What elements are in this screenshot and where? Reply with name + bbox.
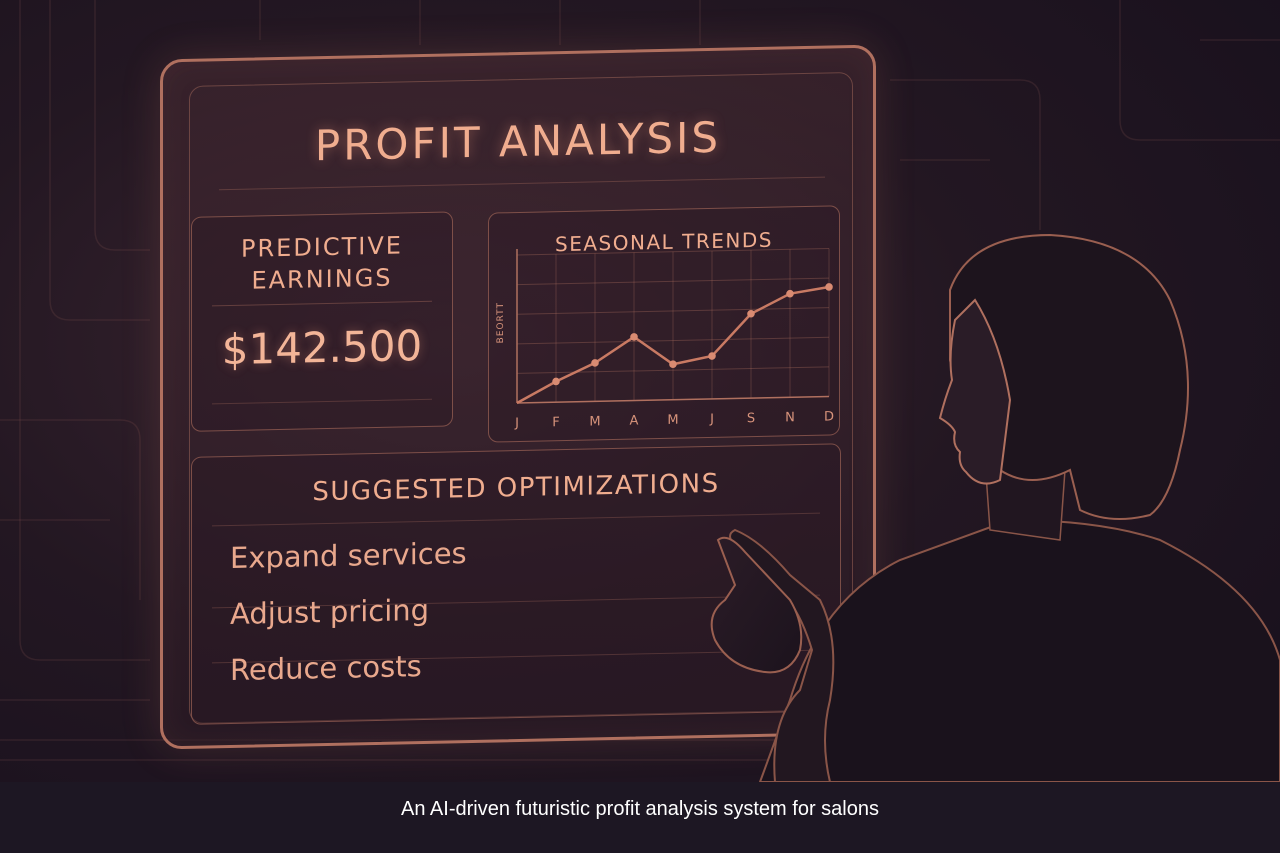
seasonal-trends-chart: BEORTT J F M A M J S N D — [496, 247, 834, 431]
analysis-screen-panel: PROFIT ANALYSIS PREDICTIVE EARNINGS $142… — [160, 44, 876, 750]
illustration-scene: PROFIT ANALYSIS PREDICTIVE EARNINGS $142… — [0, 0, 1280, 782]
data-point — [552, 377, 560, 386]
data-point — [708, 352, 716, 360]
grid-line-horizontal — [517, 307, 829, 315]
x-tick-label: S — [747, 411, 755, 426]
woman-arm — [729, 528, 835, 782]
x-tick-label: A — [630, 413, 639, 428]
grid-line-horizontal — [517, 336, 829, 345]
data-point — [630, 333, 638, 341]
grid-line-horizontal — [517, 277, 829, 286]
x-tick-label: J — [514, 416, 519, 431]
x-tick-label: D — [824, 409, 834, 424]
x-tick-label: M — [589, 414, 600, 429]
data-point — [825, 283, 833, 291]
pointing-hand — [710, 536, 803, 674]
woman-silhouette — [710, 233, 1280, 782]
data-point — [669, 360, 677, 369]
grid-line-horizontal — [517, 247, 829, 256]
x-tick-label: F — [552, 415, 559, 430]
caption-bar: An AI-driven futuristic profit analysis … — [0, 782, 1280, 853]
data-point — [786, 289, 794, 298]
woman-face — [938, 298, 1012, 485]
seasonal-trends-card: SEASONAL TRENDS BEORTT J F M A M J S N D — [488, 205, 840, 443]
x-axis — [517, 395, 829, 404]
x-tick-label: N — [785, 410, 795, 425]
woman-body — [758, 518, 1280, 782]
x-tick-label: M — [667, 413, 678, 428]
data-point — [747, 309, 755, 318]
x-tick-label: J — [709, 412, 714, 427]
grid-line-horizontal — [517, 366, 829, 374]
y-axis-label: BEORTT — [496, 302, 506, 344]
image-caption: An AI-driven futuristic profit analysis … — [401, 798, 879, 820]
data-point — [591, 359, 599, 367]
